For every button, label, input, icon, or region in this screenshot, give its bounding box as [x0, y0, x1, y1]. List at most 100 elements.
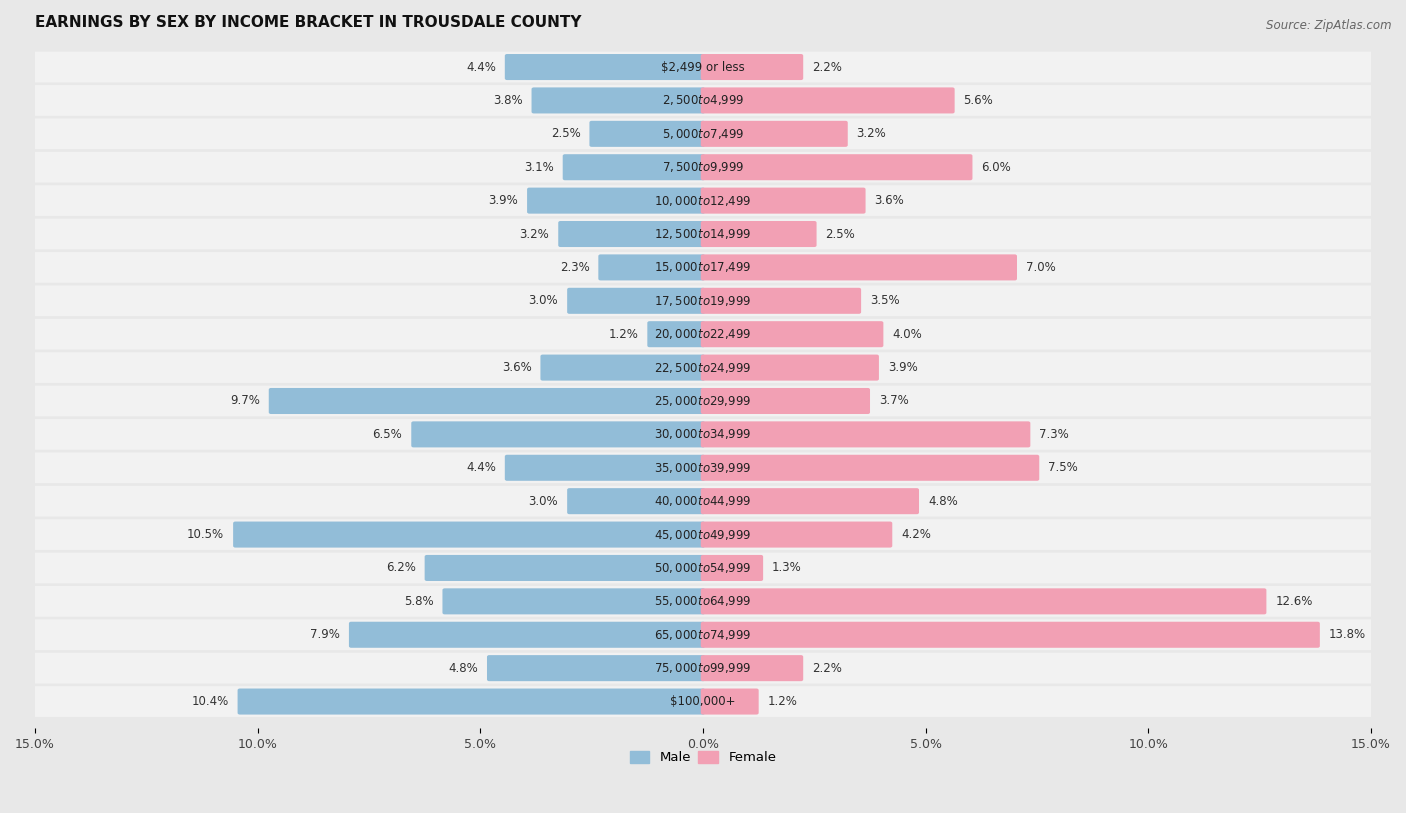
FancyBboxPatch shape [30, 319, 1376, 350]
Text: $25,000 to $29,999: $25,000 to $29,999 [654, 394, 752, 408]
Text: 10.4%: 10.4% [191, 695, 229, 708]
Text: 3.2%: 3.2% [856, 128, 886, 141]
Text: 13.8%: 13.8% [1329, 628, 1365, 641]
Text: $20,000 to $22,499: $20,000 to $22,499 [654, 327, 752, 341]
FancyBboxPatch shape [30, 452, 1376, 483]
Text: $50,000 to $54,999: $50,000 to $54,999 [654, 561, 752, 575]
FancyBboxPatch shape [700, 354, 879, 380]
FancyBboxPatch shape [30, 586, 1376, 617]
FancyBboxPatch shape [647, 321, 706, 347]
FancyBboxPatch shape [30, 520, 1376, 550]
Text: 3.5%: 3.5% [870, 294, 900, 307]
FancyBboxPatch shape [30, 52, 1376, 82]
Text: $7,500 to $9,999: $7,500 to $9,999 [662, 160, 744, 174]
FancyBboxPatch shape [527, 188, 706, 214]
FancyBboxPatch shape [233, 522, 706, 548]
FancyBboxPatch shape [700, 121, 848, 147]
Text: 1.3%: 1.3% [772, 562, 801, 575]
FancyBboxPatch shape [30, 686, 1376, 717]
Text: 1.2%: 1.2% [609, 328, 638, 341]
Text: 1.2%: 1.2% [768, 695, 797, 708]
Text: 3.8%: 3.8% [494, 94, 523, 107]
Text: $45,000 to $49,999: $45,000 to $49,999 [654, 528, 752, 541]
FancyBboxPatch shape [700, 689, 759, 715]
FancyBboxPatch shape [30, 352, 1376, 383]
FancyBboxPatch shape [700, 221, 817, 247]
FancyBboxPatch shape [30, 419, 1376, 450]
FancyBboxPatch shape [238, 689, 706, 715]
FancyBboxPatch shape [700, 522, 893, 548]
FancyBboxPatch shape [30, 285, 1376, 316]
FancyBboxPatch shape [540, 354, 706, 380]
FancyBboxPatch shape [558, 221, 706, 247]
Text: 6.2%: 6.2% [385, 562, 416, 575]
Text: 3.1%: 3.1% [524, 161, 554, 174]
Text: $35,000 to $39,999: $35,000 to $39,999 [654, 461, 752, 475]
FancyBboxPatch shape [589, 121, 706, 147]
Text: 4.2%: 4.2% [901, 528, 931, 541]
FancyBboxPatch shape [700, 154, 973, 180]
FancyBboxPatch shape [486, 655, 706, 681]
Text: 4.8%: 4.8% [928, 494, 957, 507]
FancyBboxPatch shape [30, 185, 1376, 216]
Text: Source: ZipAtlas.com: Source: ZipAtlas.com [1267, 19, 1392, 32]
FancyBboxPatch shape [700, 589, 1267, 615]
FancyBboxPatch shape [30, 385, 1376, 416]
Text: 12.6%: 12.6% [1275, 595, 1313, 608]
Text: $55,000 to $64,999: $55,000 to $64,999 [654, 594, 752, 608]
Text: $10,000 to $12,499: $10,000 to $12,499 [654, 193, 752, 207]
FancyBboxPatch shape [349, 622, 706, 648]
FancyBboxPatch shape [700, 454, 1039, 480]
Text: 3.9%: 3.9% [887, 361, 918, 374]
Text: 7.3%: 7.3% [1039, 428, 1069, 441]
Text: $12,500 to $14,999: $12,500 to $14,999 [654, 227, 752, 241]
Text: 5.6%: 5.6% [963, 94, 993, 107]
FancyBboxPatch shape [30, 219, 1376, 250]
FancyBboxPatch shape [505, 54, 706, 80]
FancyBboxPatch shape [700, 388, 870, 414]
Text: 4.4%: 4.4% [465, 461, 496, 474]
Text: $2,500 to $4,999: $2,500 to $4,999 [662, 93, 744, 107]
Text: 9.7%: 9.7% [231, 394, 260, 407]
FancyBboxPatch shape [30, 486, 1376, 516]
Text: 2.2%: 2.2% [813, 662, 842, 675]
Text: 7.0%: 7.0% [1026, 261, 1056, 274]
FancyBboxPatch shape [700, 321, 883, 347]
FancyBboxPatch shape [700, 555, 763, 581]
Text: $75,000 to $99,999: $75,000 to $99,999 [654, 661, 752, 675]
Text: 2.5%: 2.5% [825, 228, 855, 241]
FancyBboxPatch shape [30, 553, 1376, 583]
Text: 3.9%: 3.9% [488, 194, 519, 207]
FancyBboxPatch shape [30, 252, 1376, 283]
FancyBboxPatch shape [30, 653, 1376, 684]
Text: EARNINGS BY SEX BY INCOME BRACKET IN TROUSDALE COUNTY: EARNINGS BY SEX BY INCOME BRACKET IN TRO… [35, 15, 582, 30]
FancyBboxPatch shape [567, 488, 706, 514]
Text: 3.7%: 3.7% [879, 394, 908, 407]
Text: $30,000 to $34,999: $30,000 to $34,999 [654, 428, 752, 441]
FancyBboxPatch shape [269, 388, 706, 414]
FancyBboxPatch shape [562, 154, 706, 180]
Text: 3.0%: 3.0% [529, 494, 558, 507]
Text: 6.5%: 6.5% [373, 428, 402, 441]
FancyBboxPatch shape [425, 555, 706, 581]
FancyBboxPatch shape [700, 288, 860, 314]
FancyBboxPatch shape [443, 589, 706, 615]
Text: 3.6%: 3.6% [875, 194, 904, 207]
FancyBboxPatch shape [30, 152, 1376, 183]
FancyBboxPatch shape [700, 188, 866, 214]
FancyBboxPatch shape [412, 421, 706, 447]
Text: $2,499 or less: $2,499 or less [661, 60, 745, 73]
Text: 2.2%: 2.2% [813, 60, 842, 73]
FancyBboxPatch shape [700, 54, 803, 80]
Text: 3.2%: 3.2% [520, 228, 550, 241]
Text: 2.3%: 2.3% [560, 261, 589, 274]
Text: 7.5%: 7.5% [1047, 461, 1078, 474]
Text: 3.6%: 3.6% [502, 361, 531, 374]
FancyBboxPatch shape [531, 88, 706, 114]
FancyBboxPatch shape [700, 88, 955, 114]
FancyBboxPatch shape [30, 119, 1376, 150]
Text: 3.0%: 3.0% [529, 294, 558, 307]
Text: 5.8%: 5.8% [404, 595, 433, 608]
Text: $17,500 to $19,999: $17,500 to $19,999 [654, 293, 752, 308]
Legend: Male, Female: Male, Female [624, 746, 782, 770]
